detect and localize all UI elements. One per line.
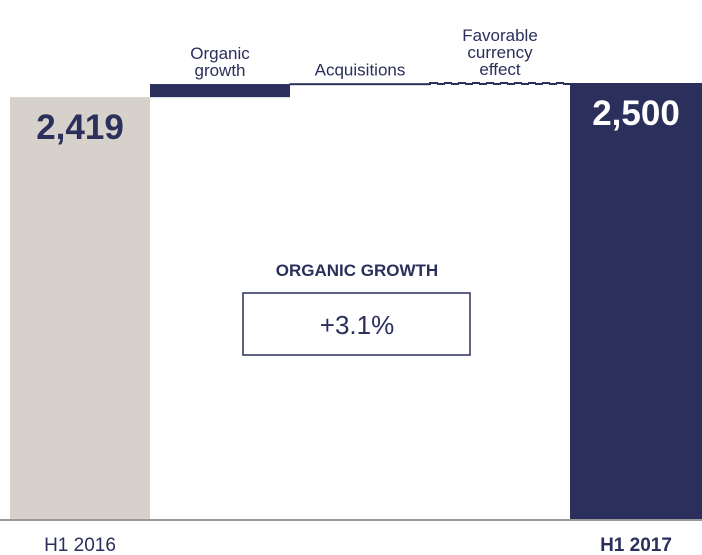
category-label: Organic growth bbox=[190, 44, 250, 80]
bar bbox=[429, 82, 571, 85]
bar bbox=[10, 97, 150, 520]
category-label: Acquisitions bbox=[315, 61, 406, 80]
category-label: H1 2017 bbox=[600, 535, 672, 555]
annotation-title: ORGANIC GROWTH bbox=[276, 261, 438, 280]
annotation-box bbox=[242, 292, 471, 356]
annotation-value: +3.1% bbox=[320, 310, 394, 340]
category-label: H1 2016 bbox=[44, 535, 116, 555]
bar bbox=[570, 83, 702, 520]
value-label: 2,419 bbox=[36, 108, 124, 147]
bar bbox=[150, 84, 290, 98]
bar bbox=[289, 83, 431, 86]
value-label: 2,500 bbox=[592, 94, 680, 133]
category-label: Favorable currency effect bbox=[462, 26, 538, 79]
